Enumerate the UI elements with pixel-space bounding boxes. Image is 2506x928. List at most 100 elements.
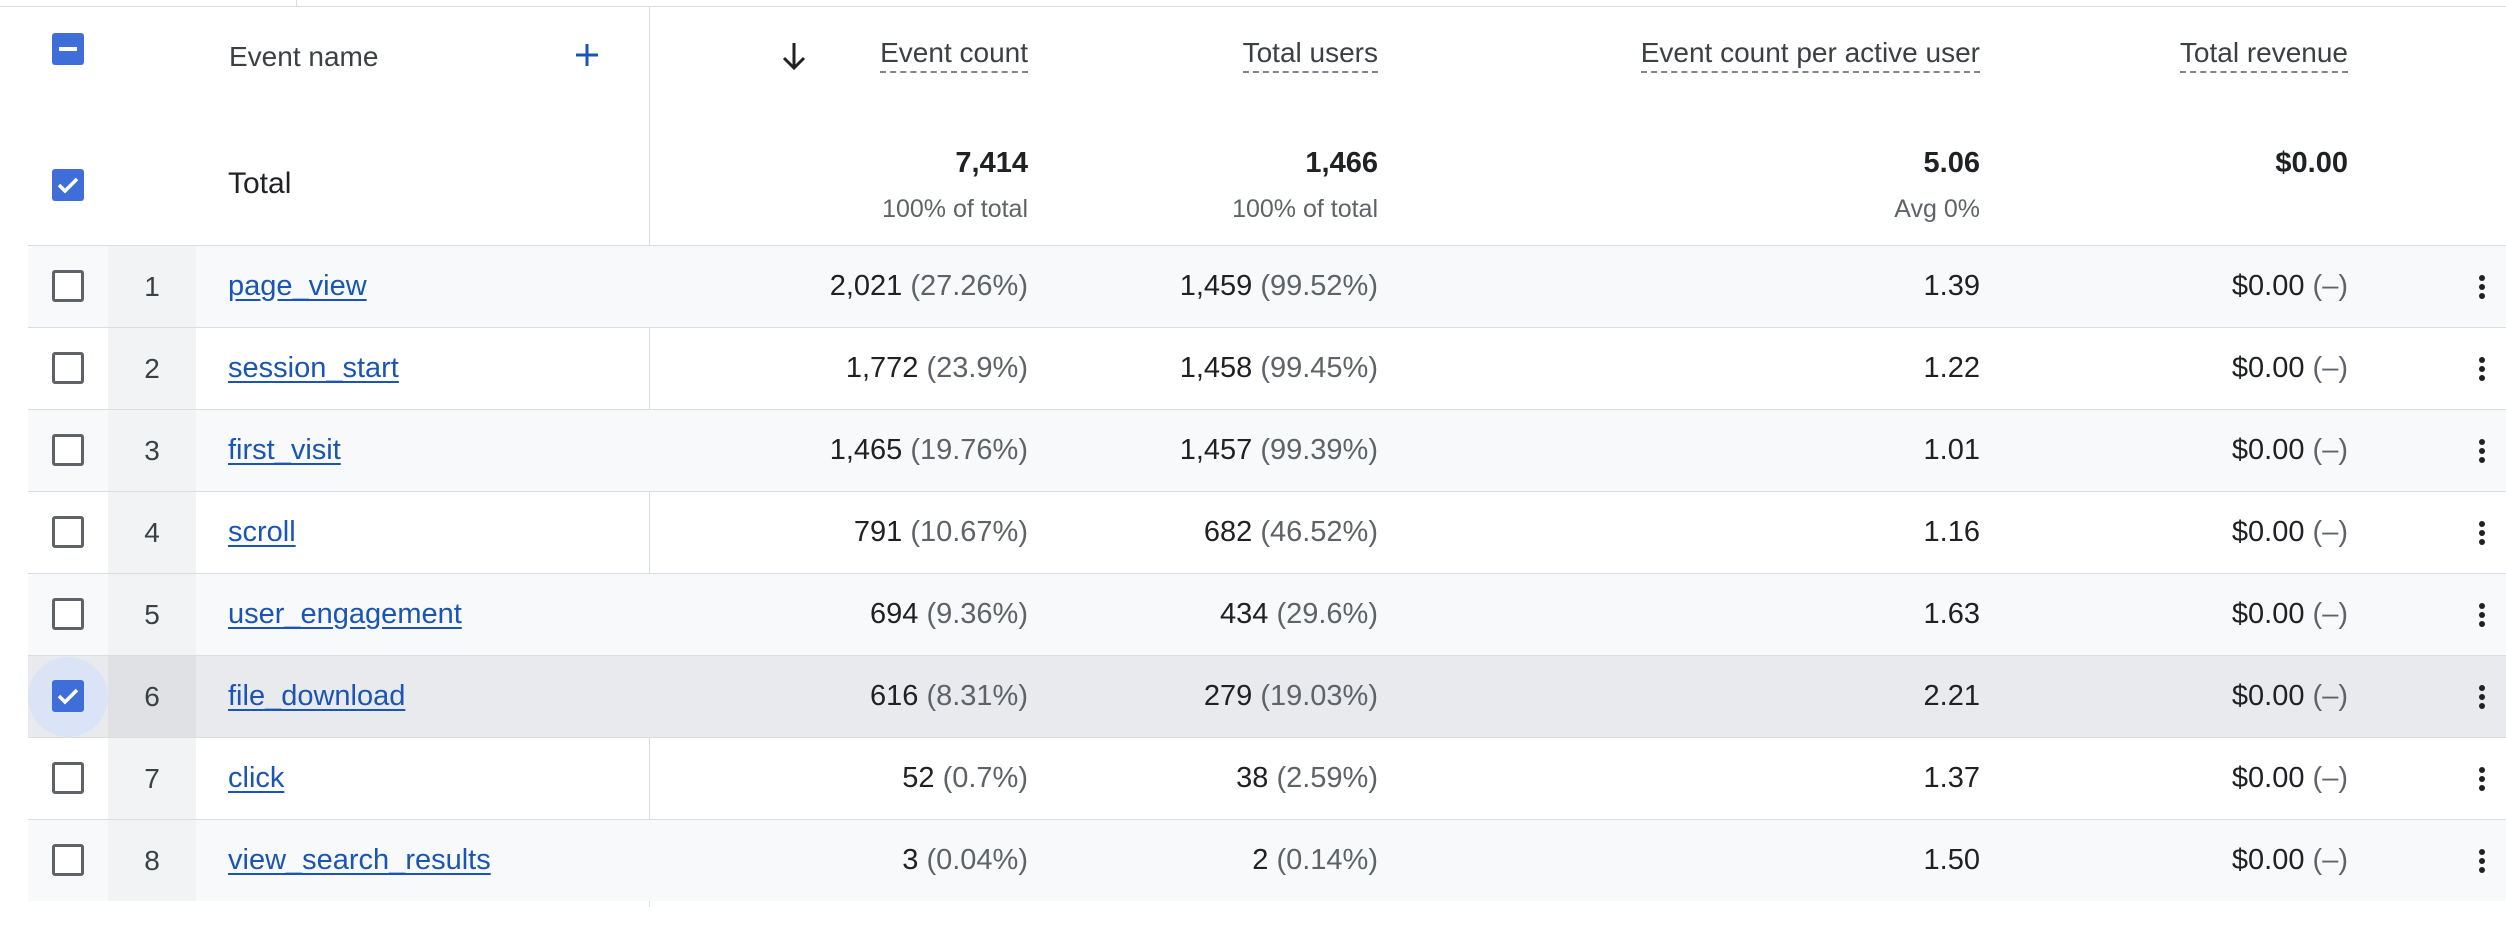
revenue-value: $0.00 [2231,598,2305,630]
event-name-link[interactable]: click [228,762,285,794]
revenue-value: $0.00 [2231,680,2305,712]
revenue-percent: (–) [2312,434,2348,466]
table-body: 1 page_view 2,021 (27.26%) 1,459 (99.52%… [28,245,2506,901]
total-users-percent: (0.14%) [1276,844,1378,876]
totals-label: Total [228,167,292,200]
event-count-cell: 1,772 (23.9%) [846,328,1028,409]
row-checkbox[interactable] [52,844,84,876]
totals-checkbox[interactable] [52,169,84,201]
revenue-cell: $0.00 (–) [2232,492,2348,573]
table-row[interactable]: 8 view_search_results 3 (0.04%) 2 (0.14%… [28,819,2506,901]
total-users-percent: (46.52%) [1260,516,1378,548]
total-per-user-sub: Avg 0% [1894,195,1980,223]
revenue-cell: $0.00 (–) [2232,328,2348,409]
row-checkbox[interactable] [52,680,84,712]
check-icon [57,177,79,194]
arrow-down-icon[interactable] [780,41,808,73]
more-vert-icon[interactable] [2478,410,2486,491]
total-users-value: 279 [1203,680,1253,712]
more-vert-icon[interactable] [2478,574,2486,655]
total-users-percent: (19.03%) [1260,680,1378,712]
table-row[interactable]: 7 click 52 (0.7%) 38 (2.59%) 1.37 $0.00 … [28,737,2506,819]
per-user-cell: 1.50 [1923,844,1980,876]
row-checkbox[interactable] [52,598,84,630]
more-vert-icon[interactable] [2478,328,2486,409]
plus-icon [576,44,598,66]
total-users-percent: (29.6%) [1276,598,1378,630]
event-count-percent: (0.04%) [926,844,1028,876]
per-user-cell: 1.39 [1923,270,1980,302]
event-count-cell: 616 (8.31%) [870,656,1028,737]
event-name-link[interactable]: first_visit [228,434,341,466]
event-name-header[interactable]: Event name [229,41,379,72]
more-vert-icon[interactable] [2478,246,2486,327]
total-per-user-value: 5.06 [1923,147,1980,179]
total-users-cell: 1,458 (99.45%) [1180,328,1378,409]
row-checkbox[interactable] [52,762,84,794]
check-icon [57,688,79,705]
add-dimension-button[interactable] [573,35,601,76]
row-rank: 8 [108,820,196,901]
row-rank: 5 [108,574,196,655]
event-count-value: 1,465 [829,434,903,466]
event-count-per-user-header[interactable]: Event count per active user [1640,37,1980,73]
total-users-value: 38 [1236,762,1269,794]
revenue-value: $0.00 [2231,844,2305,876]
indeterminate-checkbox-icon [59,47,77,51]
total-users-header[interactable]: Total users [1242,37,1378,73]
total-users-cell: 1,457 (99.39%) [1180,410,1378,491]
total-users-cell: 2 (0.14%) [1252,820,1378,901]
row-checkbox[interactable] [52,434,84,466]
row-rank: 4 [108,492,196,573]
event-count-value: 3 [902,844,919,876]
total-users-cell: 279 (19.03%) [1204,656,1378,737]
event-name-link[interactable]: session_start [228,352,399,384]
more-vert-icon[interactable] [2478,656,2486,737]
event-count-percent: (0.7%) [942,762,1028,794]
table-row[interactable]: 5 user_engagement 694 (9.36%) 434 (29.6%… [28,573,2506,655]
event-name-link[interactable]: file_download [228,680,406,712]
table-row[interactable]: 2 session_start 1,772 (23.9%) 1,458 (99.… [28,327,2506,409]
total-users-sub: 100% of total [1232,195,1378,223]
event-count-percent: (9.36%) [926,598,1028,630]
event-count-percent: (27.26%) [910,270,1028,302]
table-row-selected[interactable]: 6 file_download 616 (8.31%) 279 (19.03%)… [28,655,2506,737]
table-row[interactable]: 4 scroll 791 (10.67%) 682 (46.52%) 1.16 … [28,491,2506,573]
event-count-cell: 52 (0.7%) [902,738,1028,819]
select-all-checkbox[interactable] [52,33,84,65]
events-table: Event name Event count Total users Event… [28,7,2506,928]
more-vert-icon[interactable] [2478,820,2486,901]
row-rank: 3 [108,410,196,491]
total-event-count-sub: 100% of total [882,195,1028,223]
event-count-percent: (10.67%) [910,516,1028,548]
total-users-cell: 38 (2.59%) [1236,738,1378,819]
total-users-cell: 682 (46.52%) [1204,492,1378,573]
event-name-link[interactable]: user_engagement [228,598,462,630]
event-count-value: 1,772 [845,352,919,384]
row-rank: 2 [108,328,196,409]
row-rank: 6 [108,656,196,737]
row-checkbox[interactable] [52,516,84,548]
table-row[interactable]: 1 page_view 2,021 (27.26%) 1,459 (99.52%… [28,245,2506,327]
event-name-link[interactable]: view_search_results [228,844,491,876]
total-users-value: 1,459 [1179,270,1253,302]
table-row[interactable]: 3 first_visit 1,465 (19.76%) 1,457 (99.3… [28,409,2506,491]
total-users-cell: 1,459 (99.52%) [1180,246,1378,327]
event-count-header[interactable]: Event count [880,37,1028,73]
revenue-percent: (–) [2312,270,2348,302]
revenue-percent: (–) [2312,516,2348,548]
event-name-link[interactable]: page_view [228,270,367,302]
event-count-percent: (8.31%) [926,680,1028,712]
per-user-cell: 1.63 [1923,598,1980,630]
more-vert-icon[interactable] [2478,738,2486,819]
total-revenue-header[interactable]: Total revenue [2179,37,2348,73]
more-vert-icon[interactable] [2478,492,2486,573]
per-user-cell: 1.01 [1923,434,1980,466]
event-name-link[interactable]: scroll [228,516,296,548]
top-divider-notch [296,0,297,7]
event-count-percent: (23.9%) [926,352,1028,384]
row-checkbox[interactable] [52,352,84,384]
total-users-cell: 434 (29.6%) [1220,574,1378,655]
event-count-value: 616 [870,680,919,712]
row-checkbox[interactable] [52,270,84,302]
